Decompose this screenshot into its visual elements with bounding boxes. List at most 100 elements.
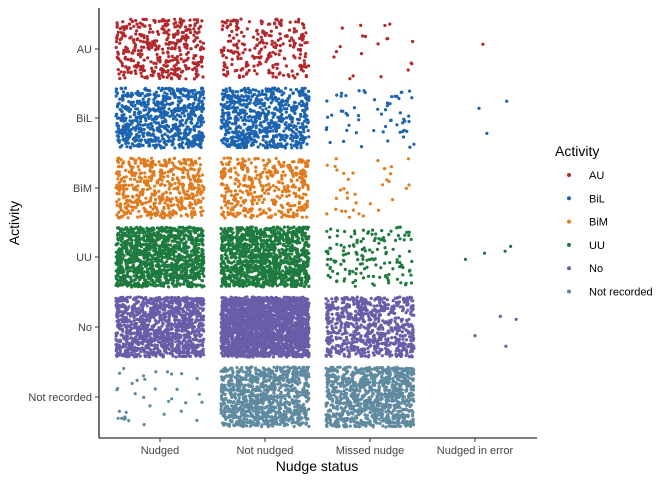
data-point [221,114,225,118]
data-point [171,123,175,127]
data-point [288,43,292,48]
data-point [269,145,273,149]
data-point [247,20,251,24]
data-point [183,249,187,253]
data-point [243,214,248,218]
data-point [251,54,255,58]
data-point [114,87,118,91]
data-point [235,100,239,104]
data-point [273,41,277,45]
data-point [324,127,328,132]
data-point [224,89,228,93]
data-point [130,120,134,125]
data-point [341,109,345,113]
data-point [201,234,205,238]
data-point [300,180,304,184]
data-point [257,90,261,94]
data-point [359,23,363,27]
data-point [118,76,122,81]
data-point [142,58,146,62]
data-point [200,213,204,217]
data-point [183,167,187,172]
data-point [279,89,283,93]
data-point [175,176,179,180]
data-point [147,107,152,111]
data-point [147,30,151,34]
data-point [147,45,151,49]
data-point [116,251,120,255]
data-point [192,18,196,22]
data-point [404,186,408,190]
data-point [182,110,186,114]
data-point [116,124,120,128]
data-point [303,203,307,207]
data-point [259,35,263,39]
data-point [171,249,175,253]
data-point [247,119,251,123]
data-point [238,182,242,186]
data-point [239,196,243,200]
data-point [125,233,129,238]
data-point [330,113,334,117]
data-point [166,239,170,243]
data-point [198,163,203,167]
data-point [156,32,161,37]
data-point [160,178,164,182]
data-point [256,157,260,161]
data-point [407,183,411,187]
data-point [140,249,144,254]
data-point [228,99,232,104]
data-point [167,28,171,32]
data-point [164,119,168,123]
data-point [184,271,188,275]
data-point [263,101,267,105]
data-point [131,59,136,63]
data-point [167,42,171,46]
data-point [126,203,131,207]
data-point [384,125,388,129]
data-point [124,65,128,69]
data-point [197,138,201,142]
data-point [136,285,140,289]
data-point [191,135,195,139]
data-point [274,228,278,232]
data-point [200,184,204,188]
data-point [161,51,165,55]
data-point [249,209,253,213]
data-point [155,269,159,273]
data-point [383,23,387,28]
data-point [270,174,274,178]
data-point [199,205,203,210]
data-point [379,75,383,79]
data-point [191,226,196,230]
data-point [270,95,274,99]
data-point [293,185,297,189]
data-point [279,119,283,124]
data-point [156,121,160,125]
data-point [142,33,146,38]
data-point [117,226,121,230]
data-point [144,196,148,200]
data-point [136,107,140,111]
data-point [167,33,171,37]
data-point [132,269,136,273]
data-point [251,88,255,92]
data-point [222,68,226,72]
data-point [174,127,179,131]
data-point [393,94,397,98]
data-point [122,160,126,164]
data-point [239,17,243,21]
data-point [325,212,329,216]
data-point [288,39,292,43]
data-point [305,260,309,264]
data-point [155,226,160,230]
data-point [335,168,339,172]
data-point [159,130,163,134]
data-point [271,199,276,204]
data-point [239,56,243,61]
data-point [116,52,120,56]
data-point [192,39,196,43]
data-point [161,101,165,105]
data-point [148,168,152,172]
data-point [168,226,172,230]
